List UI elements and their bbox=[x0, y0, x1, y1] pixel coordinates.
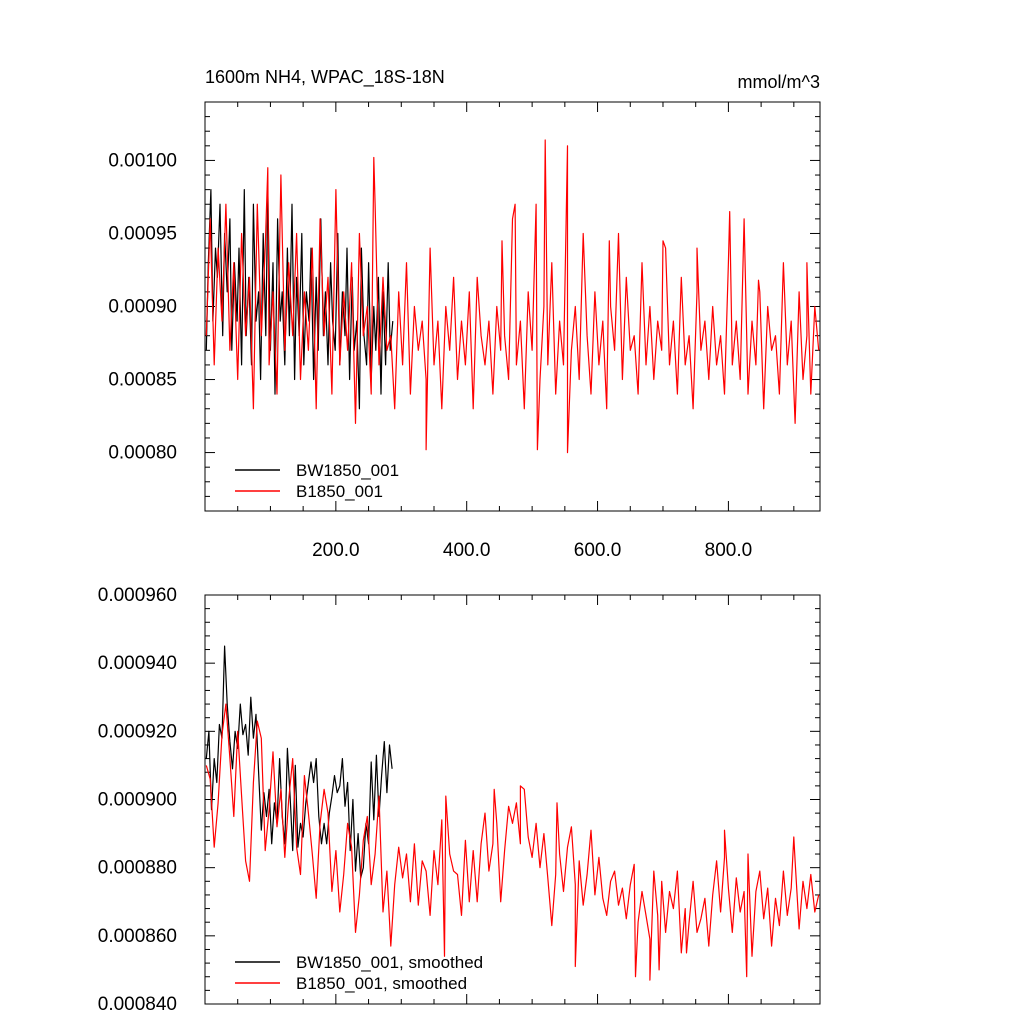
y-tick-label: 0.000900 bbox=[98, 790, 177, 811]
bottom-plot-frame bbox=[204, 594, 821, 1005]
y-tick-label: 0.00090 bbox=[108, 297, 177, 318]
series-line-bw1850 bbox=[205, 189, 394, 410]
chart-title: 1600m NH4, WPAC_18S-18N bbox=[205, 67, 445, 88]
y-tick-label: 0.00085 bbox=[108, 370, 177, 391]
y-tick-label: 0.000940 bbox=[98, 653, 177, 674]
y-tick-label: 0.000860 bbox=[98, 926, 177, 947]
legend-label-b1850: B1850_001 bbox=[296, 482, 383, 501]
legend-label-bw1850-smoothed: BW1850_001, smoothed bbox=[296, 953, 483, 972]
top-panel: 1600m NH4, WPAC_18S-18N mmol/m^3 0.00080… bbox=[108, 67, 821, 561]
units-label: mmol/m^3 bbox=[738, 72, 820, 92]
y-tick-label: 0.000920 bbox=[98, 721, 177, 742]
bottom-legend: BW1850_001, smoothed B1850_001, smoothed bbox=[235, 953, 483, 993]
bottom-axis-ticks: 0.000840 0.000860 0.000880 0.000900 0.000920… bbox=[98, 585, 820, 1015]
y-tick-label: 0.00080 bbox=[108, 443, 177, 464]
series-line-b1850 bbox=[205, 139, 820, 454]
y-tick-label: 0.000880 bbox=[98, 858, 177, 879]
y-tick-label: 0.00095 bbox=[108, 223, 177, 244]
legend-label-bw1850: BW1850_001 bbox=[296, 461, 399, 480]
bottom-panel: 0.000840 0.000860 0.000880 0.000900 0.000920… bbox=[98, 585, 821, 1015]
legend-label-b1850-smoothed: B1850_001, smoothed bbox=[296, 974, 467, 993]
y-tick-label: 0.00100 bbox=[108, 150, 177, 171]
y-tick-label: 0.000840 bbox=[98, 994, 177, 1015]
y-tick-label: 0.000960 bbox=[98, 585, 177, 606]
x-tick-label: 800.0 bbox=[705, 540, 753, 561]
top-series-group bbox=[205, 139, 820, 454]
x-tick-label: 600.0 bbox=[574, 540, 622, 561]
top-axis-ticks: 0.00080 0.00085 0.00090 0.00095 0.00100 200.0… bbox=[108, 101, 820, 561]
series-line-b1850 bbox=[205, 703, 820, 981]
series-line-bw1850 bbox=[205, 645, 393, 879]
bottom-series-group bbox=[205, 645, 820, 981]
x-tick-label: 200.0 bbox=[312, 540, 360, 561]
top-plot-frame bbox=[204, 101, 821, 512]
x-tick-label: 400.0 bbox=[443, 540, 491, 561]
top-legend: BW1850_001 B1850_001 bbox=[235, 461, 399, 501]
